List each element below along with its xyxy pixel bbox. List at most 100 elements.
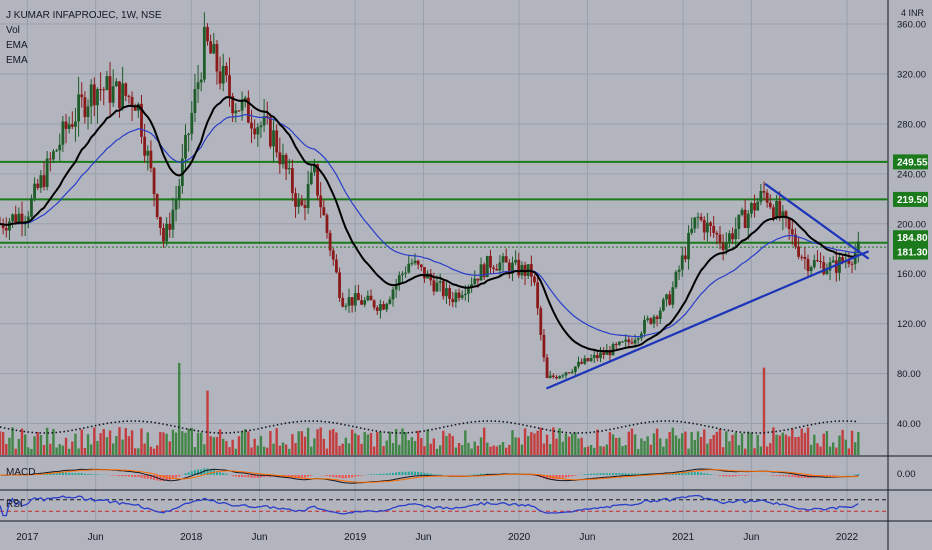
candle-body <box>797 246 800 257</box>
volume-bar <box>816 443 819 455</box>
volume-bar <box>756 434 759 455</box>
macd-bar <box>797 475 800 478</box>
volume-bar <box>247 431 250 455</box>
macd-bar <box>429 473 432 475</box>
price-tick-label: 320.00 <box>897 69 926 80</box>
ema-fast-line <box>0 96 859 353</box>
macd-bar <box>187 472 190 475</box>
volume-bar <box>275 428 278 455</box>
volume-bar <box>718 428 722 455</box>
volume-bar <box>857 432 860 455</box>
macd-bar <box>747 475 750 476</box>
volume-bar <box>684 431 687 455</box>
candle-body <box>284 154 288 170</box>
candle-body <box>70 124 74 127</box>
volume-bar <box>42 444 46 455</box>
macd-bar <box>149 475 152 480</box>
macd-bar <box>857 473 860 475</box>
candle-body <box>479 264 483 281</box>
volume-bar <box>137 448 140 455</box>
volume-bar <box>627 431 631 455</box>
macd-bar <box>259 475 262 478</box>
candle-body <box>728 233 731 242</box>
volume-bar <box>118 427 121 455</box>
macd-bar <box>237 475 240 478</box>
volume-bar <box>36 432 39 455</box>
macd-bar <box>791 475 794 478</box>
candle-body <box>514 259 518 263</box>
volume-bar <box>108 430 112 455</box>
candle-body <box>394 283 398 290</box>
macd-bar <box>351 475 354 478</box>
volume-bar <box>140 428 143 455</box>
candle-body <box>287 168 291 170</box>
candle-body <box>847 260 851 264</box>
candle-body <box>853 252 857 265</box>
candle-body <box>856 241 860 253</box>
macd-bar <box>618 473 621 475</box>
volume-bar <box>234 448 238 455</box>
candle-body <box>187 133 191 135</box>
candle-body <box>712 225 716 233</box>
volume-bar <box>520 444 524 455</box>
macd-bar <box>681 472 684 475</box>
level-price-tag <box>893 230 928 246</box>
volume-bar <box>750 432 753 455</box>
candle-body <box>621 341 624 343</box>
volume-bar <box>209 436 212 455</box>
candle-body <box>193 89 197 113</box>
volume-bar <box>30 448 33 455</box>
volume-bar <box>67 448 71 455</box>
macd-bar <box>121 475 124 477</box>
candle-body <box>58 144 62 151</box>
candle-body <box>83 97 87 118</box>
candle-body <box>756 201 760 211</box>
volume-bar <box>813 434 816 455</box>
volume-bar <box>564 433 568 455</box>
volume-bar <box>762 367 766 455</box>
volume-bar <box>105 437 109 455</box>
time-tick-label: 2018 <box>180 532 203 543</box>
candle-body <box>765 192 769 203</box>
candle-body <box>294 193 297 207</box>
candle-body <box>482 264 486 278</box>
candle-body <box>570 371 574 373</box>
macd-bar <box>80 473 83 475</box>
volume-bar <box>602 446 605 455</box>
candle-body <box>102 89 106 91</box>
candle-body <box>209 41 213 54</box>
macd-bar <box>162 475 165 482</box>
volume-bar <box>721 447 725 455</box>
candle-body <box>382 304 385 310</box>
candle-body <box>143 136 147 156</box>
volume-bar <box>272 443 275 455</box>
time-tick-label: Jun <box>415 532 431 543</box>
candle-body <box>275 130 279 153</box>
candle-body <box>313 164 316 173</box>
macd-bar <box>829 475 832 477</box>
volume-bar <box>530 432 533 455</box>
macd-bar <box>608 473 611 475</box>
chart-legend: J KUMAR INFAPROJEC, 1W, NSE Vol EMA EMA <box>6 8 162 68</box>
macd-bar <box>124 475 127 477</box>
macd-bar <box>420 472 423 475</box>
candle-body <box>573 366 577 372</box>
candle-body <box>617 341 621 345</box>
macd-bar <box>278 475 281 478</box>
macd-bar <box>690 472 693 475</box>
macd-bar <box>794 475 797 478</box>
macd-bar <box>222 472 225 475</box>
macd-bar <box>392 472 395 475</box>
candle-body <box>8 221 11 231</box>
candle-body <box>542 334 546 358</box>
candle-body <box>168 223 172 230</box>
candle-body <box>715 232 719 235</box>
macd-bar <box>197 469 200 475</box>
macd-bar <box>800 475 803 478</box>
volume-bar <box>420 437 423 455</box>
macd-bar <box>338 475 341 479</box>
volume-bar <box>731 434 734 455</box>
volume-bar <box>369 432 373 455</box>
candle-body <box>775 201 778 218</box>
